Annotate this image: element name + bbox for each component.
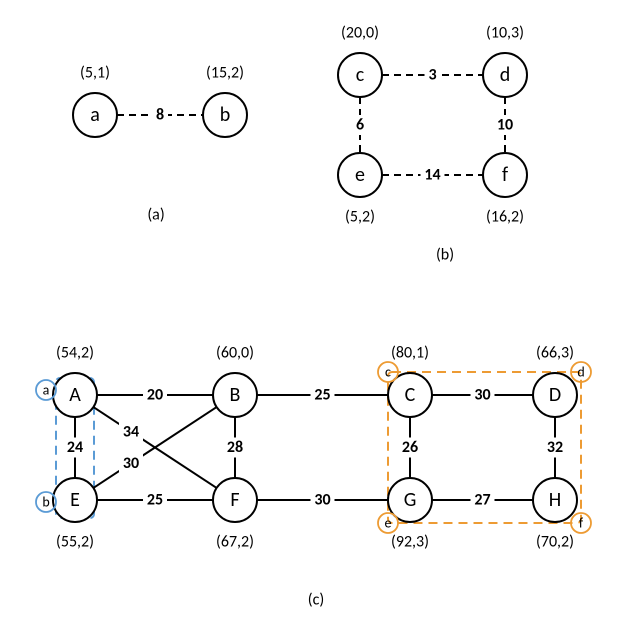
panel_b-caption: (b) [436,246,454,265]
panel_c-node-label-C: C [405,383,416,407]
panel_b-node-label-f: f [502,163,508,187]
panel_b-node-attr-f: (16,2) [486,208,524,227]
panel_b-node-label-d: d [500,63,511,87]
panel_c-node-label-G: G [404,488,417,512]
panel_c-node-label-B: B [230,383,241,407]
panel_c-node-label-D: D [549,383,561,407]
panel_c-node-attr-D: (66,3) [536,344,574,363]
panel_a-node-label-a: a [90,103,100,127]
panel_a-panel: 8 a (5,1) b (15,2) (a) [73,64,247,225]
panel_c-node-label-F: F [230,488,239,512]
panel_c-node-label-H: H [549,488,561,512]
panel_b-node-attr-e: (5,2) [345,208,375,227]
panel_c-edge-weight-B-F: 28 [227,438,243,457]
panel_a-node-attr-a: (5,1) [80,64,110,83]
panel_c-node-attr-A: (54,2) [56,344,94,363]
panel_c-edge-weight-D-H: 32 [547,438,563,457]
panel_a-edge-weight-a-b: 8 [156,106,164,125]
panel_c-node-label-A: A [69,383,81,407]
graph-figure: 8 a (5,1) b (15,2) (a) 3 6 10 14 c (20,0) d (10,3) e (5… [0,0,618,632]
panel_c-subcircle-label-c: c [385,364,391,381]
panel_b-edge-weight-e-f: 14 [424,166,440,185]
panel_c-node-attr-H: (70,2) [536,533,574,552]
panel_c-edge-weight-A-F: 34 [123,422,139,441]
panel_c-edge-weight-A-B: 20 [147,386,163,405]
panel_c-node-label-E: E [70,488,80,512]
panel_b-edge-weight-c-d: 3 [428,66,436,85]
panel_b-node-label-e: e [355,163,365,187]
panel_b-node-attr-c: (20,0) [341,24,379,43]
panel_b-edge-weight-d-f: 10 [497,116,513,135]
panel_c-edge-weight-A-E: 24 [67,438,83,457]
panel_b-node-label-c: c [356,63,365,87]
panel_c-edge-weight-C-D: 30 [474,386,490,405]
panel_c-node-attr-C: (80,1) [391,344,429,363]
panel_c-subcircle-label-a: a [43,382,50,399]
panel_c-edge-weight-B-E: 30 [123,454,139,473]
panel_c-edge-weight-C-G: 26 [402,438,418,457]
panel_b-edge-weight-c-e: 6 [356,116,364,135]
panel_c-panel: 20 25 30 24 34 30 28 26 32 25 30 27 A (54,2) B (60,0) C (… [36,344,591,610]
panel_c-edge-weight-B-C: 25 [314,386,330,405]
panel_b-panel: 3 6 10 14 c (20,0) d (10,3) e (5,2) f (16,2) (b) [338,24,527,265]
panel_c-node-attr-B: (60,0) [216,344,254,363]
panel_c-subcircle-label-d: d [577,364,584,381]
panel_b-node-attr-d: (10,3) [486,24,524,43]
panel_c-node-attr-E: (55,2) [56,533,94,552]
panel_c-node-attr-F: (67,2) [216,533,254,552]
panel_c-edge-weight-F-G: 30 [314,491,330,510]
panel_c-subcircle-label-b: b [42,494,49,511]
panel_a-node-label-b: b [220,103,231,127]
panel_c-edge-weight-G-H: 27 [474,491,490,510]
panel_c-subcircle-label-e: e [385,515,392,532]
panel_c-caption: (c) [308,591,324,610]
panel_c-edge-weight-E-F: 25 [147,491,163,510]
panel_c-subcircle-label-f: f [579,515,584,532]
panel_c-node-attr-G: (92,3) [391,533,429,552]
panel_a-caption: (a) [147,206,164,225]
panel_a-node-attr-b: (15,2) [206,64,244,83]
